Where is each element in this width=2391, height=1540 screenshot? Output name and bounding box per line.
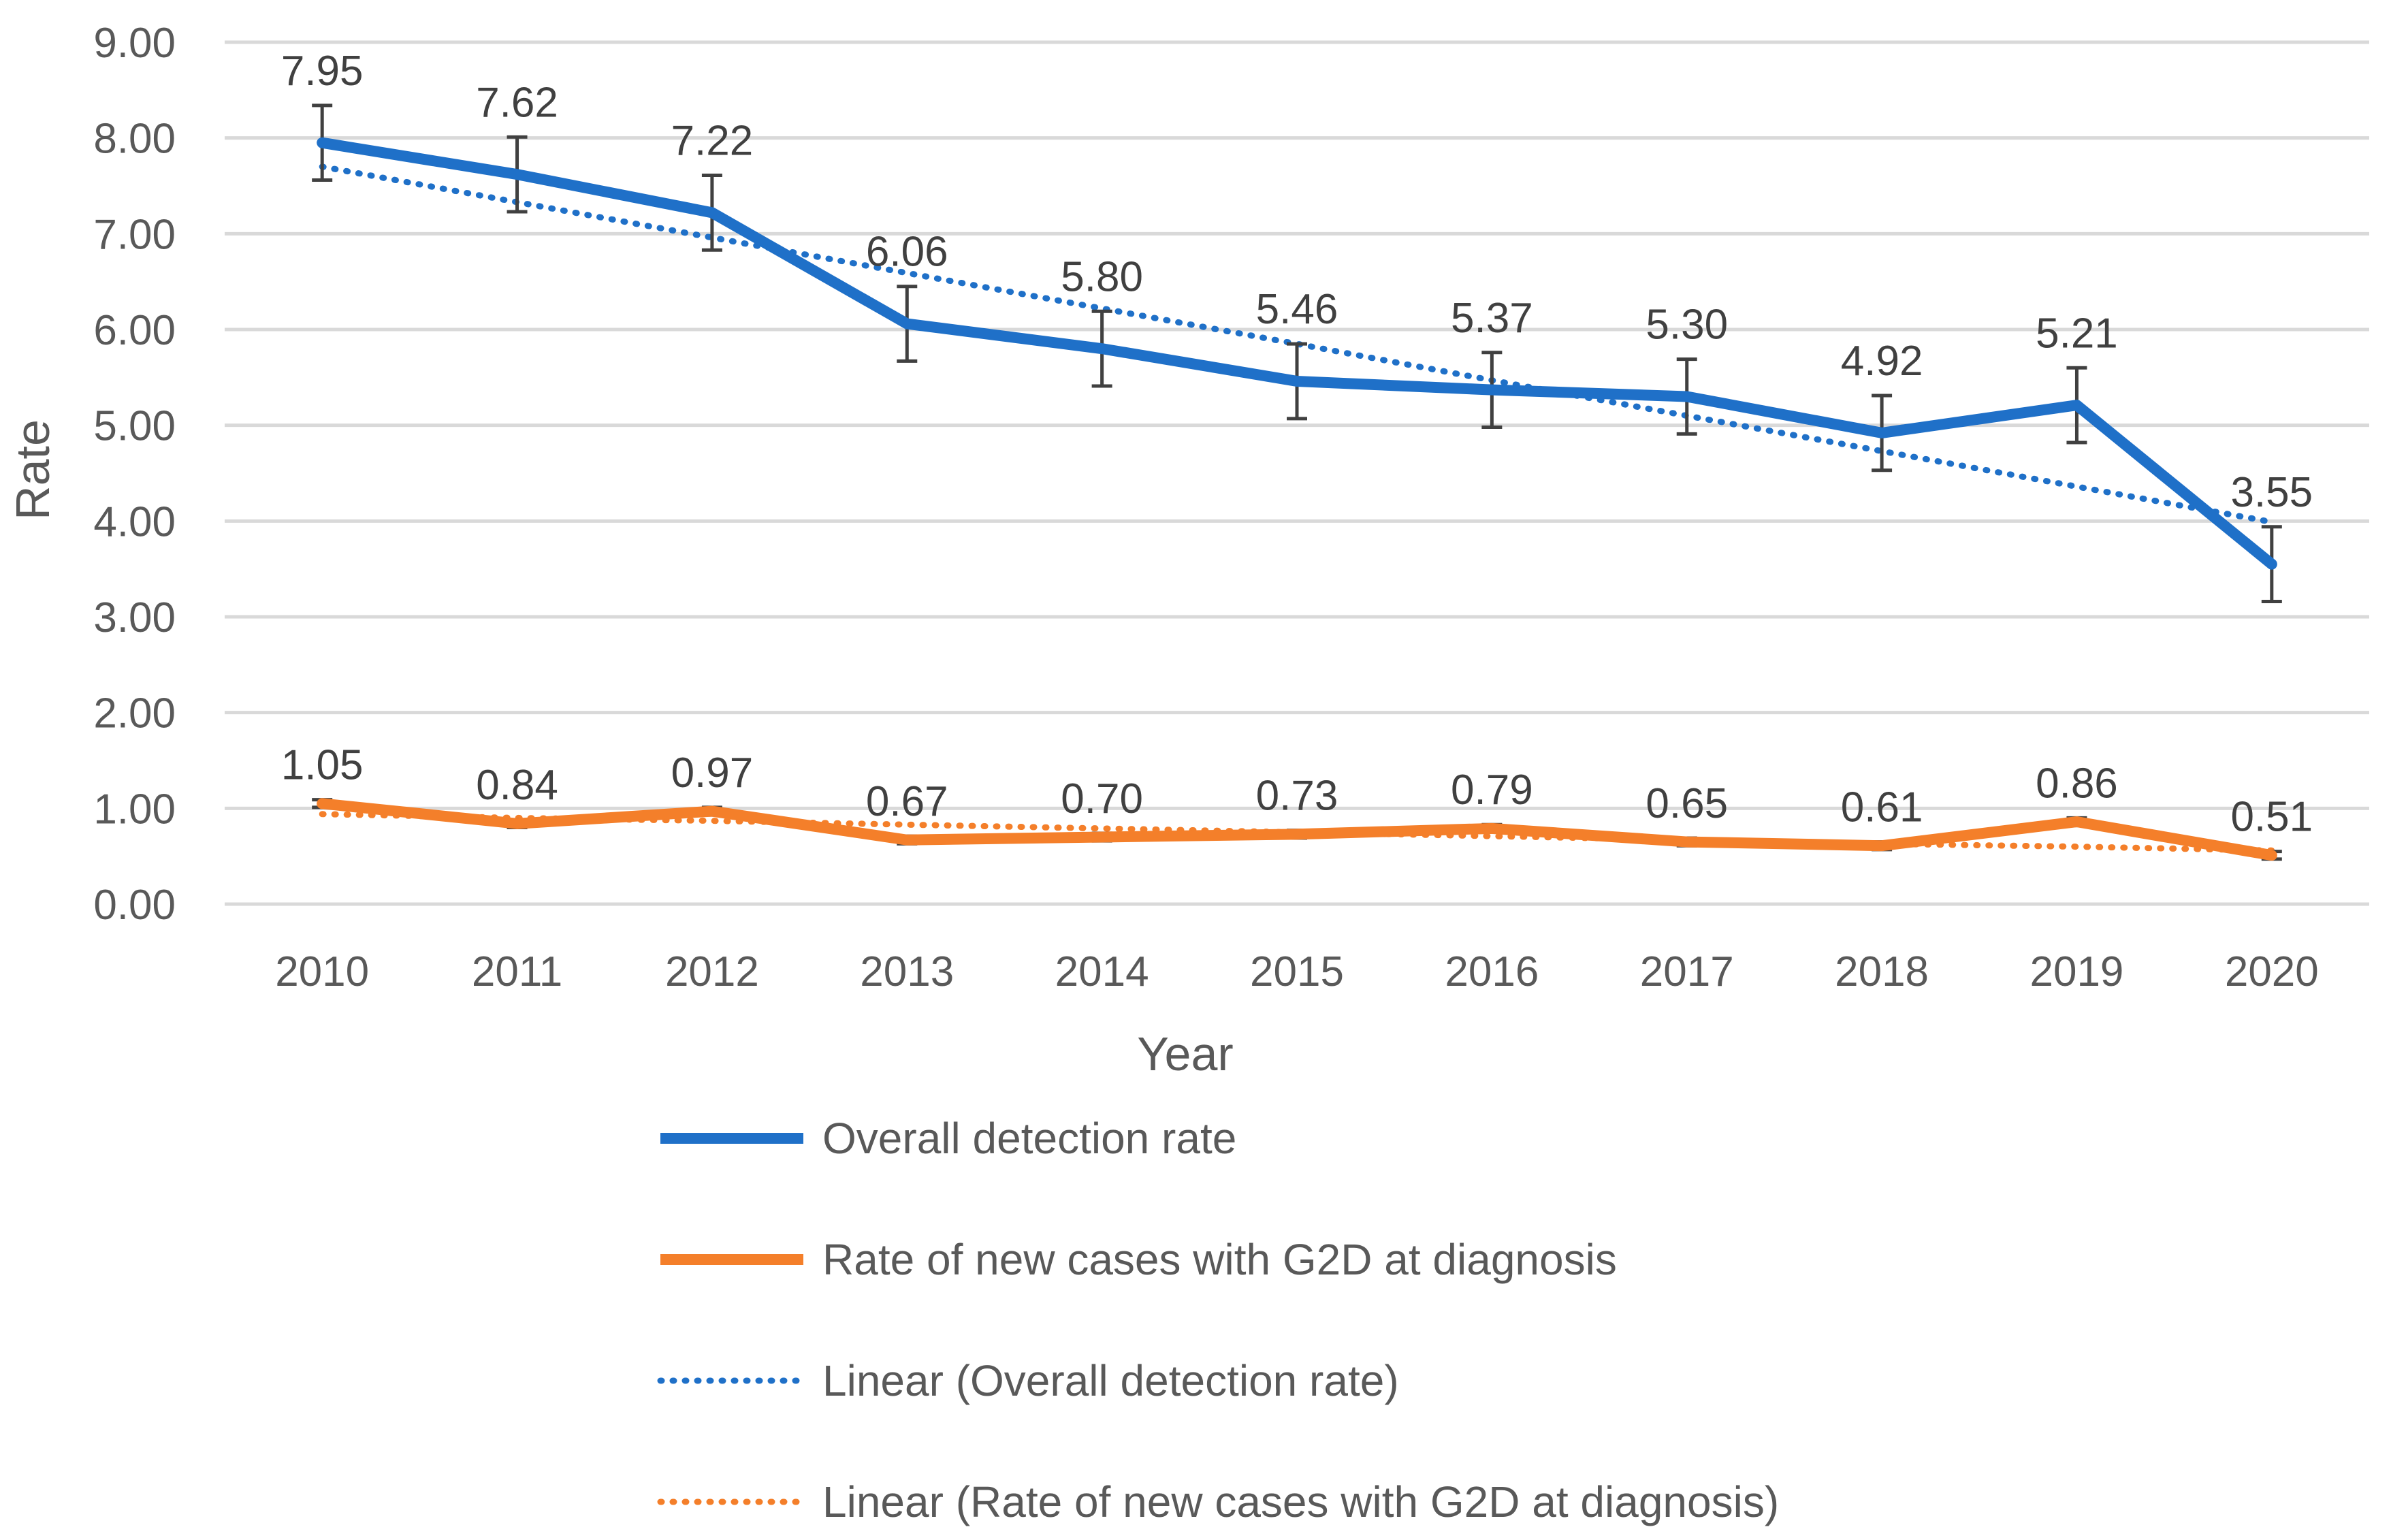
legend-label-2: Linear (Overall detection rate) (822, 1356, 1399, 1405)
data-label-0-2020: 3.55 (2230, 469, 2313, 516)
y-tick-label-4: 4.00 (93, 498, 176, 545)
data-label-0-2010: 7.95 (281, 48, 364, 95)
data-label-0-2011: 7.62 (476, 79, 558, 126)
data-labels: 7.95 7.62 7.22 6.06 5.80 5.46 5.37 5.30 4.92 5.21… (281, 48, 2313, 841)
data-label-0-2019: 5.21 (2036, 310, 2118, 357)
data-label-1-2016: 0.79 (1451, 767, 1533, 814)
x-tick-labels: 2010 2011 2012 2013 2014 2015 2016 2017 2018 2019… (275, 948, 2319, 995)
series-lines (317, 137, 2277, 861)
data-label-1-2017: 0.65 (1646, 780, 1728, 827)
x-tick-label-2019: 2019 (2029, 948, 2123, 995)
data-label-1-2010: 1.05 (281, 742, 364, 789)
data-label-1-2014: 0.70 (1061, 775, 1143, 822)
data-label-1-2018: 0.61 (1841, 784, 1923, 831)
y-tick-label-6: 6.00 (93, 307, 176, 354)
gridlines (225, 40, 2369, 906)
x-tick-label-2020: 2020 (2225, 948, 2319, 995)
y-tick-label-9: 9.00 (93, 20, 176, 67)
series-line-0 (317, 137, 2277, 570)
y-tick-labels: 0.00 1.00 2.00 3.00 4.00 5.00 6.00 7.00 8.00 9.00 (93, 20, 176, 929)
y-tick-label-2: 2.00 (93, 690, 176, 737)
y-tick-label-1: 1.00 (93, 786, 176, 833)
y-tick-label-7: 7.00 (93, 211, 176, 258)
data-label-0-2016: 5.37 (1451, 295, 1533, 342)
legend: Overall detection rate Rate of new cases … (657, 1114, 1779, 1526)
x-axis-title: Year (1137, 1027, 1233, 1080)
data-label-0-2012: 7.22 (671, 118, 754, 165)
data-label-0-2017: 5.30 (1646, 302, 1728, 349)
y-tick-label-5: 5.00 (93, 403, 176, 450)
error-bars (312, 103, 2282, 861)
trend-lines (319, 163, 2275, 854)
y-tick-label-8: 8.00 (93, 116, 176, 163)
data-label-1-2013: 0.67 (866, 778, 948, 825)
x-tick-label-2013: 2013 (860, 948, 954, 995)
data-label-0-2014: 5.80 (1061, 253, 1143, 300)
y-tick-label-0: 0.00 (93, 882, 176, 929)
y-axis-title: Rate (6, 419, 59, 520)
x-tick-label-2017: 2017 (1640, 948, 1734, 995)
legend-label-3: Linear (Rate of new cases with G2D at di… (822, 1477, 1779, 1526)
data-label-1-2012: 0.97 (671, 750, 754, 797)
data-label-1-2011: 0.84 (476, 762, 558, 809)
legend-label-0: Overall detection rate (822, 1114, 1236, 1163)
series-line-1 (317, 798, 2277, 861)
data-label-0-2013: 6.06 (866, 229, 948, 276)
x-tick-label-2011: 2011 (472, 948, 562, 995)
y-tick-label-3: 3.00 (93, 594, 176, 641)
data-label-0-2018: 4.92 (1841, 338, 1923, 385)
x-tick-label-2010: 2010 (275, 948, 369, 995)
data-label-1-2020: 0.51 (2230, 794, 2313, 841)
x-tick-label-2016: 2016 (1445, 948, 1539, 995)
data-label-1-2019: 0.86 (2036, 760, 2118, 807)
data-label-0-2015: 5.46 (1256, 286, 1338, 333)
x-tick-label-2014: 2014 (1055, 948, 1149, 995)
data-label-1-2015: 0.73 (1256, 773, 1338, 820)
legend-label-1: Rate of new cases with G2D at diagnosis (822, 1235, 1617, 1284)
x-tick-label-2012: 2012 (665, 948, 759, 995)
x-tick-label-2015: 2015 (1250, 948, 1344, 995)
x-tick-label-2018: 2018 (1835, 948, 1929, 995)
